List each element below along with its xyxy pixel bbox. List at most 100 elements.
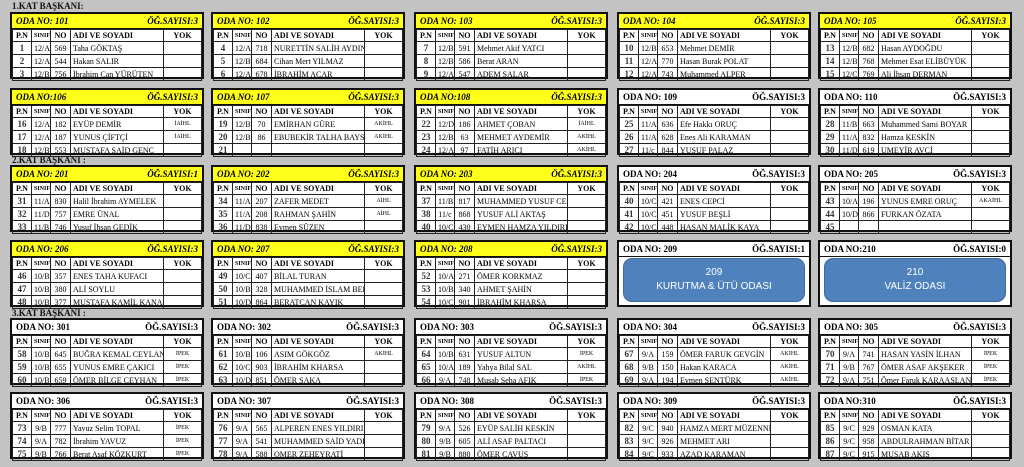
absence-cell[interactable]: İPEK — [567, 373, 606, 387]
absence-cell[interactable] — [567, 54, 606, 68]
absence-cell[interactable] — [567, 282, 606, 296]
absence-cell[interactable]: İPEK — [971, 360, 1010, 374]
absence-cell[interactable]: İAİHL — [163, 130, 202, 144]
absence-cell[interactable] — [567, 194, 606, 208]
absence-cell[interactable] — [971, 117, 1010, 131]
absence-cell[interactable] — [163, 194, 202, 208]
absence-cell[interactable] — [971, 207, 1010, 221]
absence-cell[interactable] — [770, 421, 809, 435]
absence-cell[interactable]: İPEK — [163, 447, 202, 461]
absence-cell[interactable] — [364, 421, 403, 435]
absence-cell[interactable] — [364, 67, 403, 81]
absence-cell[interactable] — [971, 41, 1010, 55]
absence-cell[interactable] — [971, 54, 1010, 68]
absence-cell[interactable]: AKİHL — [364, 130, 403, 144]
absence-cell[interactable] — [567, 447, 606, 461]
absence-cell[interactable]: AKİHL — [770, 347, 809, 361]
absence-cell[interactable] — [163, 54, 202, 68]
absence-cell[interactable] — [971, 130, 1010, 144]
absence-cell[interactable] — [971, 421, 1010, 435]
student-count: ÖĞ.SAYISI:3 — [551, 244, 602, 254]
absence-cell[interactable] — [364, 295, 403, 309]
absence-cell[interactable]: İAİHL — [567, 117, 606, 131]
table-row: 51 10/D 864 BERATCAN KAYIK — [213, 295, 403, 309]
column-header: P.N — [12, 409, 32, 422]
absence-cell[interactable] — [770, 207, 809, 221]
absence-cell[interactable] — [770, 130, 809, 144]
absence-cell[interactable] — [364, 269, 403, 283]
column-header: NO — [251, 105, 272, 118]
table-row: 18 12/B 553 MUSTAFA SAİD GENÇ — [12, 143, 202, 157]
absence-cell[interactable]: İPEK — [567, 347, 606, 361]
absence-cell[interactable] — [770, 67, 809, 81]
absence-cell[interactable] — [770, 447, 809, 461]
absence-cell[interactable] — [567, 295, 606, 309]
absence-cell[interactable] — [163, 282, 202, 296]
absence-cell[interactable] — [567, 220, 606, 234]
absence-cell[interactable]: İPEK — [163, 434, 202, 448]
absence-cell[interactable] — [364, 360, 403, 374]
absence-cell[interactable] — [770, 143, 809, 157]
absence-cell[interactable]: İPEK — [971, 373, 1010, 387]
absence-cell[interactable]: AİHL — [364, 194, 403, 208]
absence-cell[interactable] — [770, 54, 809, 68]
absence-cell[interactable] — [770, 434, 809, 448]
room-function-button[interactable]: 210 VALİZ ODASI — [824, 258, 1006, 302]
absence-cell[interactable] — [971, 434, 1010, 448]
room-function-button[interactable]: 209 KURUTMA & ÜTÜ ODASI — [623, 258, 805, 302]
row-number: 4 — [213, 41, 233, 55]
absence-cell[interactable]: AKİHL — [567, 130, 606, 144]
absence-cell[interactable] — [567, 41, 606, 55]
student-table: P.N SINIF NO ADI VE SOYADI YOK 52 10/A 271 ÖMER … — [416, 257, 606, 309]
absence-cell[interactable] — [163, 220, 202, 234]
absence-cell[interactable]: İAİHL — [163, 117, 202, 131]
table-row: 6 12/A 678 İBRAHİM ACAR — [213, 67, 403, 81]
absence-cell[interactable] — [364, 54, 403, 68]
absence-cell[interactable]: AKİHL — [567, 360, 606, 374]
absence-cell[interactable] — [567, 421, 606, 435]
absence-cell[interactable] — [971, 447, 1010, 461]
absence-cell[interactable]: İPEK — [163, 373, 202, 387]
absence-cell[interactable]: AKAİHL — [971, 194, 1010, 208]
absence-cell[interactable] — [770, 194, 809, 208]
absence-cell[interactable]: AKİHL — [364, 117, 403, 131]
student-number: 844 — [657, 143, 678, 157]
absence-cell[interactable] — [567, 269, 606, 283]
column-header: NO — [50, 257, 71, 270]
absence-cell[interactable] — [163, 295, 202, 309]
absence-cell[interactable]: İPEK — [163, 421, 202, 435]
absence-cell[interactable] — [163, 143, 202, 157]
absence-cell[interactable]: AKİHL — [364, 347, 403, 361]
absence-cell[interactable]: AKİHL — [770, 373, 809, 387]
absence-cell[interactable] — [971, 220, 1010, 234]
student-name: Ali İhsan DERMAN — [878, 67, 972, 81]
absence-cell[interactable] — [163, 207, 202, 221]
absence-cell[interactable]: İPEK — [971, 347, 1010, 361]
absence-cell[interactable]: İPEK — [163, 360, 202, 374]
absence-cell[interactable] — [770, 41, 809, 55]
absence-cell[interactable] — [163, 41, 202, 55]
absence-cell[interactable] — [364, 220, 403, 234]
absence-cell[interactable]: AİHL — [364, 207, 403, 221]
absence-cell[interactable] — [364, 434, 403, 448]
absence-cell[interactable] — [567, 207, 606, 221]
absence-cell[interactable] — [770, 220, 809, 234]
absence-cell[interactable] — [567, 434, 606, 448]
absence-cell[interactable]: AKİHL — [770, 360, 809, 374]
absence-cell[interactable]: İPEK — [163, 347, 202, 361]
student-name: BUĞRA KEMAL CEYLAN — [70, 347, 164, 361]
absence-cell[interactable] — [163, 67, 202, 81]
absence-cell[interactable] — [971, 67, 1010, 81]
absence-cell[interactable] — [163, 269, 202, 283]
row-number: 12 — [619, 67, 639, 81]
column-header: SINIF — [232, 257, 252, 270]
absence-cell[interactable] — [364, 373, 403, 387]
absence-cell[interactable] — [971, 143, 1010, 157]
absence-cell[interactable] — [567, 67, 606, 81]
absence-cell[interactable] — [364, 41, 403, 55]
absence-cell[interactable] — [364, 447, 403, 461]
absence-cell[interactable] — [364, 143, 403, 157]
absence-cell[interactable] — [364, 282, 403, 296]
absence-cell[interactable] — [770, 117, 809, 131]
absence-cell[interactable]: AKİHL — [567, 143, 606, 157]
